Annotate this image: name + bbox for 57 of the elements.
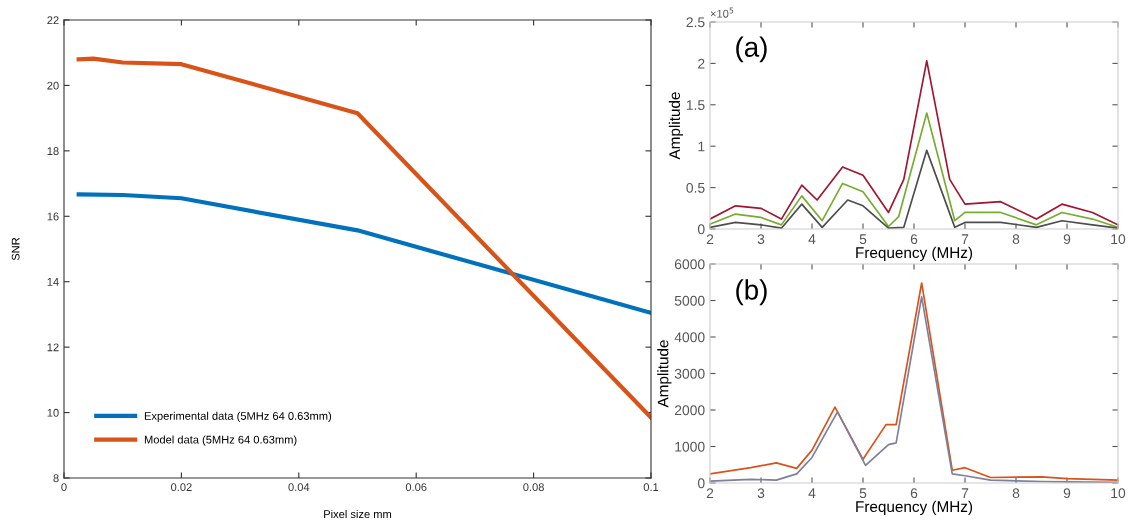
- x-tick-label: 0.04: [288, 483, 310, 492]
- y-tick-label: 20: [47, 81, 59, 90]
- x-tick-label: 5: [859, 488, 867, 499]
- x-tick-label: 9: [1063, 234, 1071, 245]
- x-tick-label: 6: [910, 234, 918, 245]
- x-tick-label: 8: [1012, 234, 1020, 245]
- y-tick-label: 2000: [674, 405, 705, 416]
- x-tick-label: 6: [910, 488, 918, 499]
- y-tick-label: 1000: [675, 441, 705, 452]
- x-tick-label: 5: [859, 234, 867, 245]
- x-tick-label: 7: [961, 488, 969, 498]
- x-tick-label: 9: [1063, 488, 1071, 499]
- y-tick-label: 6000: [674, 259, 705, 270]
- x-tick-label: 8: [1012, 488, 1020, 499]
- x-tick-label: 0: [61, 483, 67, 492]
- x-tick-label: 2: [706, 234, 714, 244]
- x-axis-title: Frequency (MHz): [856, 246, 973, 262]
- x-tick-label: 3: [757, 234, 765, 245]
- x-tick-label: 7: [961, 234, 969, 244]
- legend-label: Experimental data (5MHz 64 0.63mm): [144, 411, 332, 423]
- y-tick-label: 8: [53, 474, 59, 483]
- x-tick-label: 0.08: [523, 483, 544, 492]
- y-tick-label: 2.5: [686, 17, 705, 28]
- y-tick-label: 1.5: [686, 100, 705, 110]
- line-series: [76, 56, 651, 420]
- x-tick-label: 3: [757, 488, 765, 499]
- annotation: (a): [736, 36, 767, 63]
- x-tick-label: 10: [1111, 488, 1126, 499]
- y-axis-title: Amplitude: [657, 340, 672, 408]
- y-axis-title: Amplitude: [668, 92, 684, 160]
- y-axis-title: SNR: [11, 237, 20, 261]
- x-tick-label: 0.02: [171, 483, 192, 492]
- y-tick-label: 4000: [674, 332, 705, 343]
- text: ×10$^{5}$: [710, 7, 734, 18]
- y-tick-label: 10: [47, 408, 59, 417]
- line-series: [76, 192, 651, 315]
- y-tick-label: 5000: [674, 295, 705, 306]
- y-tick-label: 0: [697, 224, 705, 235]
- x-axis-title: Pixel size mm: [324, 509, 392, 519]
- x-tick-label: 4: [808, 234, 816, 244]
- x-tick-label: 4: [808, 488, 816, 498]
- y-tick-label: 14: [47, 278, 59, 286]
- x-tick-label: 0.06: [405, 483, 427, 492]
- y-tick-label: 0.5: [686, 182, 705, 193]
- x-axis-title: Frequency (MHz): [856, 500, 973, 516]
- annotation: (b): [736, 279, 767, 306]
- y-tick-label: 2: [698, 58, 705, 69]
- y-tick-label: 18: [47, 147, 59, 155]
- y-tick-label: 1: [698, 141, 705, 152]
- x-tick-label: 0.1: [643, 483, 659, 492]
- x-tick-label: 2: [706, 488, 714, 498]
- y-tick-label: 3000: [674, 368, 705, 379]
- y-tick-label: 22: [47, 16, 59, 25]
- y-tick-label: 12: [47, 343, 59, 352]
- y-tick-label: 16: [47, 212, 59, 221]
- legend-label: Model data (5MHz 64 0.63mm): [144, 435, 297, 446]
- x-tick-label: 10: [1111, 234, 1126, 245]
